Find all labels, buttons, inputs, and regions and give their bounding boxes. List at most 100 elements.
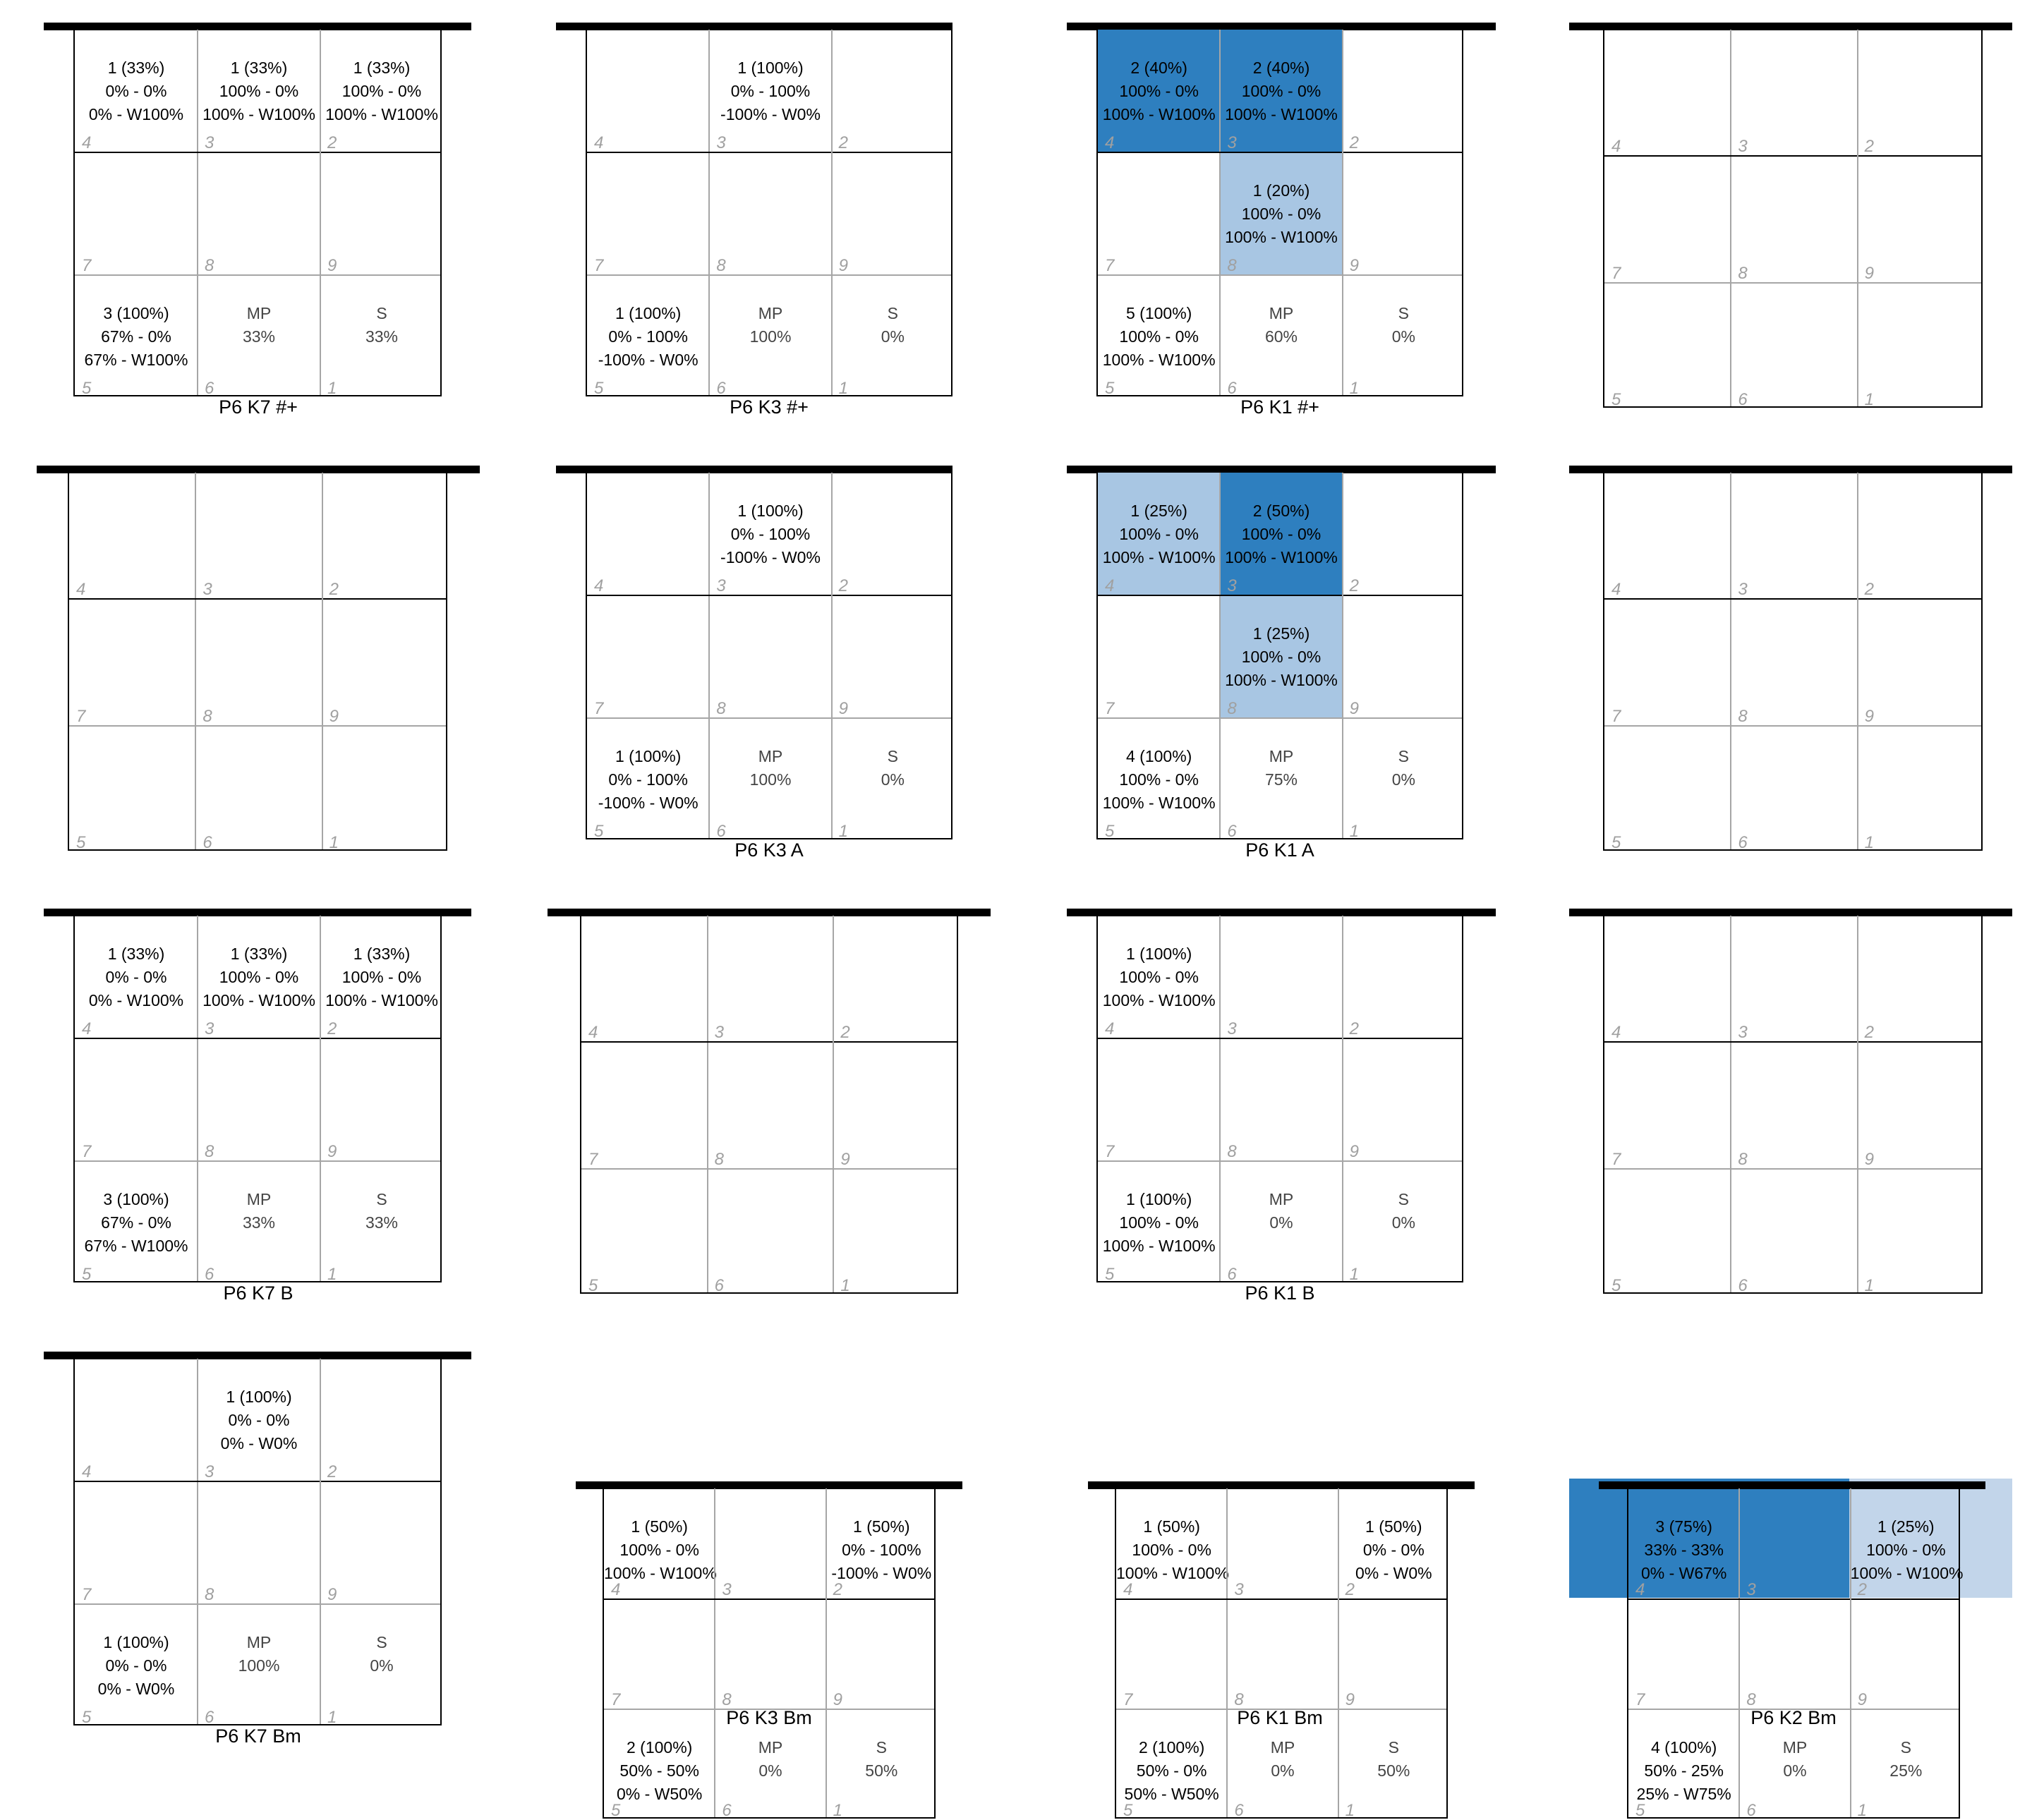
- zone-number: 4: [1105, 1019, 1115, 1038]
- zone-number: 1: [1349, 1265, 1360, 1284]
- zone-number: 6: [1738, 832, 1748, 852]
- stat-line: 0%: [881, 770, 905, 789]
- zone-stats: MP 33%: [198, 302, 320, 348]
- zone-number: 2: [1857, 1579, 1868, 1599]
- zone-number: 2: [327, 1462, 337, 1481]
- zone-number: 8: [205, 256, 214, 275]
- zone-stats: S 0%: [832, 745, 954, 791]
- grid-divider: [587, 595, 951, 596]
- zone-number: 8: [714, 1149, 725, 1169]
- goal-line: [44, 909, 471, 916]
- zone-number: 6: [716, 379, 726, 398]
- grid-divider: [75, 1603, 440, 1605]
- zone-cell-2: 2: [833, 916, 960, 1042]
- stat-line: 1 (33%): [353, 945, 411, 963]
- zone-cell-5: 5: [1604, 1169, 1731, 1295]
- zone-cell-4: 4: [1604, 916, 1731, 1042]
- zone-cell-8: 1 (20%) 100% - 0% 100% - W100% 8: [1220, 152, 1343, 275]
- zone-number: 8: [1234, 1690, 1244, 1710]
- zone-number: 7: [1123, 1690, 1133, 1710]
- stat-line: 33%: [242, 1213, 276, 1232]
- stat-line: 100% - W100%: [1225, 228, 1338, 246]
- zone-number: 7: [1105, 256, 1115, 275]
- zone-cell-1: S 0% 1: [832, 275, 954, 398]
- zone-cell-8: 8: [195, 599, 322, 725]
- stat-line: 0%: [1391, 770, 1415, 789]
- zone-stats: S 0%: [1343, 1188, 1465, 1234]
- stat-line: 4 (100%): [1126, 747, 1192, 765]
- stat-line: 1 (100%): [615, 747, 682, 765]
- zone-cell-2: 1 (33%) 100% - 0% 100% - W100% 2: [320, 916, 443, 1038]
- stat-line: 1 (50%): [1365, 1517, 1422, 1536]
- grid-divider: [1341, 473, 1343, 838]
- grid-divider: [1098, 595, 1462, 596]
- grid-divider: [1098, 152, 1462, 153]
- goal-line: [1569, 23, 2012, 30]
- stat-line: 100% - W100%: [1102, 991, 1216, 1009]
- grid-divider: [195, 473, 197, 849]
- zone-cell-3: 3: [1739, 1488, 1850, 1599]
- stat-line: 100% - W100%: [1102, 1237, 1216, 1255]
- zone-cell-2: 2: [1343, 916, 1465, 1038]
- zone-number: 4: [1611, 1023, 1621, 1043]
- stat-line: 0% - W100%: [88, 105, 184, 123]
- stat-line: 3 (100%): [103, 1190, 169, 1208]
- highlight-band: [1849, 1479, 2012, 1598]
- stat-line: 100% - W100%: [1102, 794, 1216, 812]
- zone-grid: 4 3 2 7 8 9 5 6 1: [1603, 471, 1983, 851]
- zone-number: 1: [838, 822, 849, 841]
- zone-cell-7: 7: [587, 595, 709, 718]
- zone-number: 5: [1105, 379, 1115, 398]
- zone-cell-3: 2 (50%) 100% - 0% 100% - W100% 3: [1220, 473, 1343, 595]
- zone-number: 7: [1635, 1690, 1645, 1710]
- zone-cell-1: S 0% 1: [1343, 1161, 1465, 1284]
- stat-line: MP: [1270, 1738, 1295, 1757]
- zone-number: 1: [327, 1265, 337, 1284]
- zone-stats: 1 (100%) 0% - 100% -100% - W0%: [587, 302, 709, 372]
- goal-line: [556, 23, 953, 30]
- zone-number: 8: [716, 256, 726, 275]
- zone-grid: 1 (25%) 100% - 0% 100% - W100% 4 2 (50%) 100%…: [1096, 471, 1463, 841]
- zone-number: 8: [1227, 699, 1237, 718]
- zone-number: 6: [1227, 1265, 1237, 1284]
- stat-line: MP: [758, 1738, 783, 1757]
- zone-number: 9: [1864, 263, 1875, 283]
- zone-cell-1: 1: [833, 1169, 960, 1295]
- zone-cell-6: MP 0% 6: [1220, 1161, 1342, 1284]
- grid-divider: [830, 30, 833, 395]
- zone-number: 8: [1227, 1142, 1237, 1161]
- stat-line: 0%: [1391, 1213, 1415, 1232]
- zone-number: 4: [1123, 1579, 1133, 1599]
- zone-cell-9: 9: [1851, 1599, 1961, 1710]
- zone-number: 7: [1611, 706, 1621, 726]
- zone-cell-7: 7: [587, 152, 709, 275]
- zone-stats: MP 100%: [709, 302, 831, 348]
- zone-number: 5: [76, 832, 86, 852]
- zone-cell-7: 7: [75, 152, 198, 275]
- grid-divider: [320, 1359, 321, 1724]
- zone-number: 9: [838, 256, 849, 275]
- grid-divider: [587, 152, 951, 153]
- zone-number: 7: [594, 256, 604, 275]
- stat-line: 100% - W100%: [604, 1564, 717, 1582]
- zone-number: 6: [1227, 379, 1237, 398]
- zone-number: 5: [1635, 1800, 1645, 1820]
- grid-divider: [1604, 724, 1981, 727]
- zone-cell-4: 4: [1604, 473, 1731, 599]
- zone-grid: 1 (100%) 100% - 0% 100% - W100% 4 3 2 7 8 9 1 (10…: [1096, 914, 1465, 1284]
- zone-number: 6: [205, 1265, 214, 1284]
- panel-caption: P6 K3 Bm: [726, 1707, 812, 1728]
- stat-line: 100% - W100%: [1102, 105, 1216, 123]
- zone-stats: MP 75%: [1220, 745, 1342, 791]
- zone-stats: 1 (25%) 100% - 0% 100% - W100%: [1098, 499, 1220, 569]
- zone-cell-5: 3 (100%) 67% - 0% 67% - W100% 5: [75, 275, 198, 398]
- zone-number: 4: [1105, 133, 1115, 152]
- stat-line: 100% - 0%: [219, 968, 299, 986]
- zone-cell-9: 9: [1338, 1599, 1449, 1710]
- zone-number: 5: [1611, 389, 1621, 409]
- zone-number: 8: [716, 699, 726, 718]
- grid-divider: [1116, 1709, 1446, 1711]
- zone-number: 3: [202, 580, 212, 600]
- stat-line: 1 (33%): [353, 59, 411, 77]
- grid-divider: [587, 274, 951, 276]
